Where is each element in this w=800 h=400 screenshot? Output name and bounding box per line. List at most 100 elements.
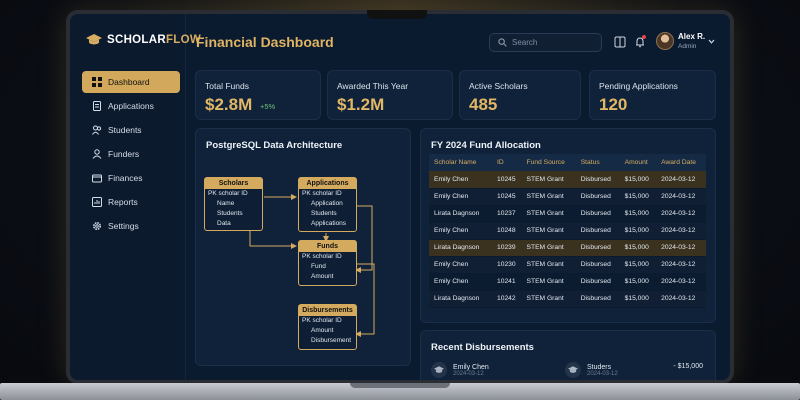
sidebar-item-funders[interactable]: Funders — [82, 143, 180, 165]
table-row[interactable]: Lirata Dagnson 10237 STEM Grant Disbursed $1… — [429, 205, 706, 223]
table-cell: STEM Grant — [521, 290, 576, 308]
entity-disbursements[interactable]: Disbursements PK scholar ID Amount Disbu… — [298, 304, 357, 350]
sidebar-nav: Dashboard Applications Students Funders … — [82, 71, 180, 239]
table-row[interactable]: Emily Chen 10245 STEM Grant Disbursed $15,00… — [429, 188, 706, 206]
list-item[interactable]: Studers 2024-03-12 — [565, 362, 618, 378]
entity-title: Scholars — [205, 178, 262, 189]
notification-dot — [642, 35, 646, 39]
table-cell: 10245 — [492, 188, 522, 206]
table-cell: Disbursed — [575, 256, 620, 274]
sidebar-item-dashboard[interactable]: Dashboard — [82, 71, 180, 93]
column-header[interactable]: Award Date — [656, 154, 706, 171]
laptop-base-lip — [350, 383, 450, 388]
table-cell: Emily Chen — [429, 273, 492, 291]
bell-icon[interactable] — [634, 36, 646, 48]
entity-field: Students — [217, 210, 243, 217]
user-icon — [92, 149, 102, 159]
table-cell: Lirata Dagnson — [429, 290, 492, 308]
graduation-cap-icon — [86, 34, 102, 45]
sidebar: SCHOLARFLOW Dashboard Applications Stude… — [70, 14, 201, 380]
list-item[interactable]: Emily Chen 2024-03-12 — [431, 362, 489, 378]
stat-card-pending-applications[interactable]: Pending Applications 120 — [589, 70, 716, 120]
sidebar-item-students[interactable]: Students — [82, 119, 180, 141]
table-cell: STEM Grant — [521, 239, 576, 257]
column-header[interactable]: ID — [492, 154, 522, 171]
column-header[interactable]: Scholar Name — [429, 154, 492, 171]
entity-field: Fund — [311, 263, 326, 270]
entity-field: Applications — [311, 220, 347, 227]
disbursement-name: Studers — [587, 363, 612, 371]
grid-icon — [92, 77, 102, 87]
table-cell: Emily Chen — [429, 188, 492, 206]
brand-name-part2: FLOW — [165, 34, 202, 46]
stat-card-active-scholars[interactable]: Active Scholars 485 — [459, 70, 581, 120]
column-header[interactable]: Status — [575, 154, 620, 171]
table-row[interactable]: Lirata Dagnson 10242 STEM Grant Disbursed $1… — [429, 290, 706, 308]
disbursement-amount: - $15,000 — [673, 363, 703, 370]
table-cell: Lirata Dagnson — [429, 205, 492, 223]
sidebar-item-settings[interactable]: Settings — [82, 215, 180, 237]
stat-value: $1.2M — [337, 95, 385, 114]
table-row[interactable]: Emily Chen 10230 STEM Grant Disbursed $15,00… — [429, 256, 706, 274]
chevron-down-icon[interactable] — [708, 38, 715, 45]
entity-title: Disbursements — [299, 305, 356, 316]
table-cell: Lirata Dagnson — [429, 239, 492, 257]
stat-value: 485 — [469, 95, 498, 114]
table-cell: STEM Grant — [521, 188, 576, 206]
column-header[interactable]: Fund Source — [521, 154, 576, 171]
table-cell: $15,000 — [619, 256, 657, 274]
table-cell: Disbursed — [575, 273, 620, 291]
entity-scholars[interactable]: Scholars PK scholar ID Name Students Dat… — [204, 177, 263, 231]
user-role: Admin — [678, 43, 697, 50]
entity-title: Funds — [299, 241, 356, 252]
table-row[interactable]: Emily Chen 10248 STEM Grant Disbursed $15,00… — [429, 222, 706, 240]
stat-card-total-funds[interactable]: Total Funds $2.8M +5% — [195, 70, 321, 120]
architecture-panel: PostgreSQL Data Architecture Scholars — [195, 128, 411, 366]
table-cell: 2024-03-12 — [656, 188, 706, 206]
panel-toggle-icon[interactable] — [614, 36, 626, 48]
entity-pk: PK scholar ID — [302, 317, 342, 324]
table-cell: Emily Chen — [429, 222, 492, 240]
disbursement-text: Emily Chen 2024-03-12 — [453, 364, 489, 377]
entity-funds[interactable]: Funds PK scholar ID Fund Amount — [298, 240, 357, 286]
sidebar-item-applications[interactable]: Applications — [82, 95, 180, 117]
search-input[interactable]: Search — [489, 33, 602, 52]
sidebar-item-label: Settings — [108, 221, 139, 231]
column-header[interactable]: Amount — [619, 154, 657, 171]
table-cell: Disbursed — [575, 205, 620, 223]
brand-logo[interactable]: SCHOLARFLOW — [86, 34, 201, 46]
entity-field: Name — [217, 200, 235, 207]
graduation-cap-icon — [565, 362, 581, 378]
table-cell: STEM Grant — [521, 205, 576, 223]
stat-delta: +5% — [260, 102, 276, 111]
table-cell: 10230 — [492, 256, 522, 274]
stat-value: $2.8M — [205, 95, 253, 114]
sidebar-item-label: Students — [108, 125, 142, 135]
app-screen: SCHOLARFLOW Dashboard Applications Stude… — [70, 14, 730, 380]
entity-field: Data — [217, 220, 231, 227]
table-cell: $15,000 — [619, 171, 657, 189]
user-name[interactable]: Alex R. — [678, 32, 706, 41]
table-row[interactable]: Emily Chen 10245 STEM Grant Disbursed $15,00… — [429, 171, 706, 189]
table-cell: 2024-03-12 — [656, 239, 706, 257]
table-row[interactable]: Emily Chen 10241 STEM Grant Disbursed $15,00… — [429, 273, 706, 291]
entity-field: Amount — [311, 327, 334, 334]
sidebar-item-finances[interactable]: Finances — [82, 167, 180, 189]
table-cell: $15,000 — [619, 290, 657, 308]
allocation-table: Scholar Name ID Fund Source Status Amoun… — [429, 154, 706, 308]
table-row[interactable]: Lirata Dagnson 10239 STEM Grant Disbursed $1… — [429, 239, 706, 257]
table-cell: STEM Grant — [521, 171, 576, 189]
table-cell: Disbursed — [575, 171, 620, 189]
sidebar-item-reports[interactable]: Reports — [82, 191, 180, 213]
sidebar-item-label: Finances — [108, 173, 143, 183]
table-cell: 10245 — [492, 171, 522, 189]
entity-field: Application — [311, 200, 343, 207]
laptop-base — [0, 383, 800, 400]
table-cell: 2024-03-12 — [656, 171, 706, 189]
wallet-icon — [92, 174, 102, 183]
table-cell: 10239 — [492, 239, 522, 257]
stat-label: Total Funds — [205, 81, 249, 91]
avatar[interactable] — [656, 32, 674, 50]
stat-card-awarded[interactable]: Awarded This Year $1.2M — [327, 70, 453, 120]
entity-applications[interactable]: Applications PK scholar ID Application S… — [298, 177, 357, 232]
